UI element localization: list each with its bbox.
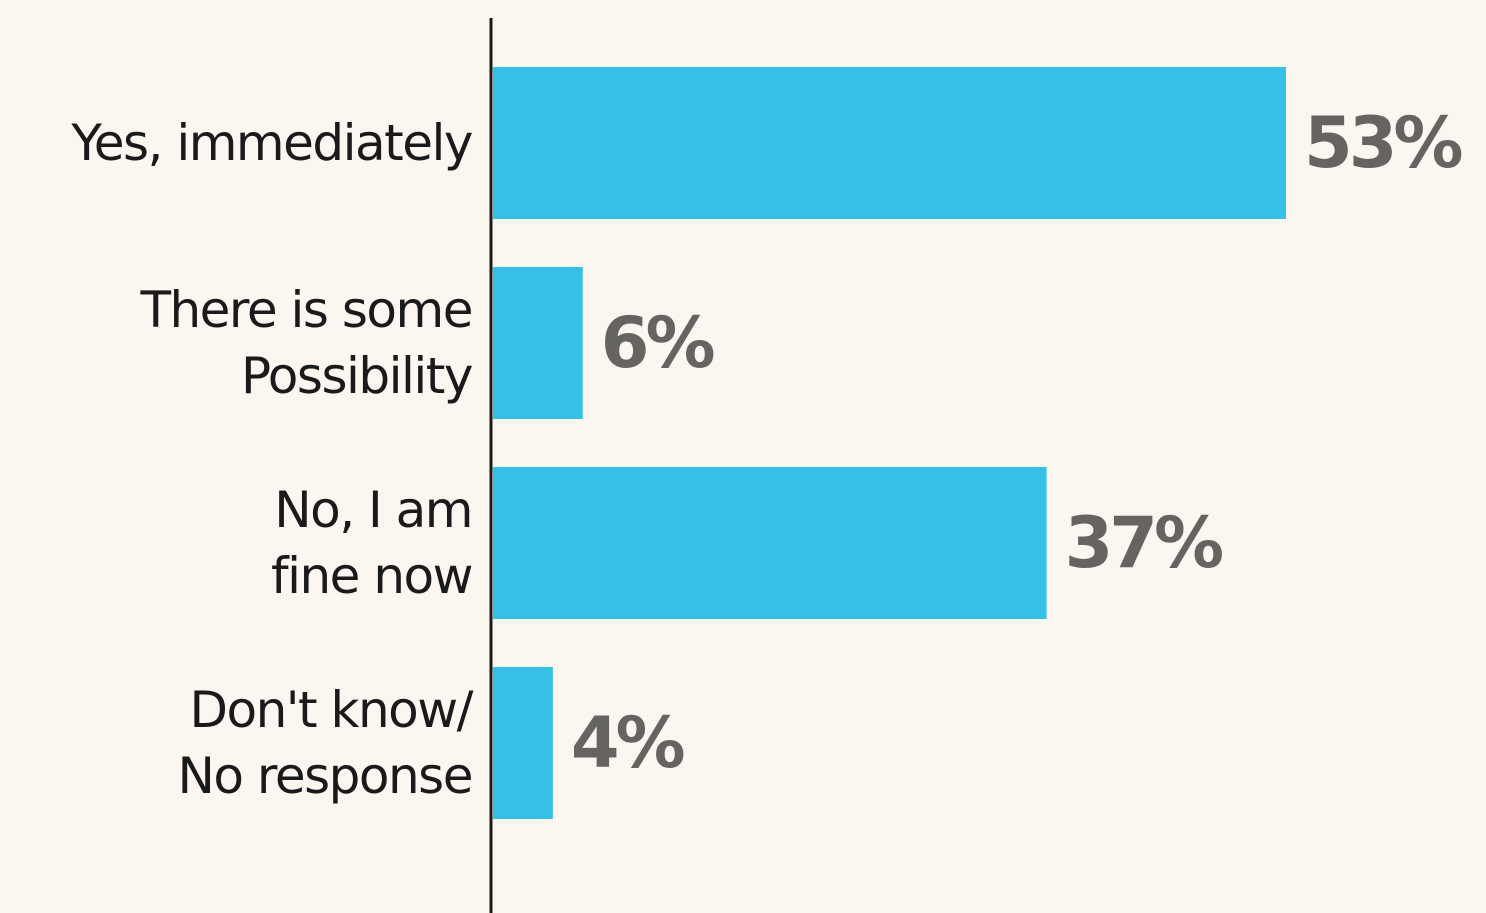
bar-2 xyxy=(493,267,583,419)
category-label-line: Possibility xyxy=(241,347,473,405)
bar-1 xyxy=(493,67,1286,219)
category-label-line: No response xyxy=(178,747,473,805)
bars-layer xyxy=(493,67,1286,819)
bar-3 xyxy=(493,467,1047,619)
category-label-line: Don't know/ xyxy=(190,681,474,739)
category-label-line: There is some xyxy=(139,281,472,339)
category-label-line: fine now xyxy=(271,547,472,605)
category-label-2: There is some Possibility xyxy=(139,281,472,405)
value-labels-layer: 53% 6% 37% 4% xyxy=(571,102,1466,784)
bar-4 xyxy=(493,667,553,819)
category-label-line: No, I am xyxy=(274,481,472,539)
category-labels-layer: Yes, immediately There is some Possibility… xyxy=(70,114,475,805)
value-label-2: 6% xyxy=(601,302,714,384)
category-label-1: Yes, immediately xyxy=(70,114,473,172)
category-label-4: Don't know/No response xyxy=(178,681,474,805)
value-label-3: 37% xyxy=(1065,502,1222,584)
value-label-4: 4% xyxy=(571,702,684,784)
category-label-3: No, I am fine now xyxy=(271,481,472,605)
category-label-line: Yes, immediately xyxy=(70,114,473,172)
value-label-1: 53% xyxy=(1304,102,1461,184)
